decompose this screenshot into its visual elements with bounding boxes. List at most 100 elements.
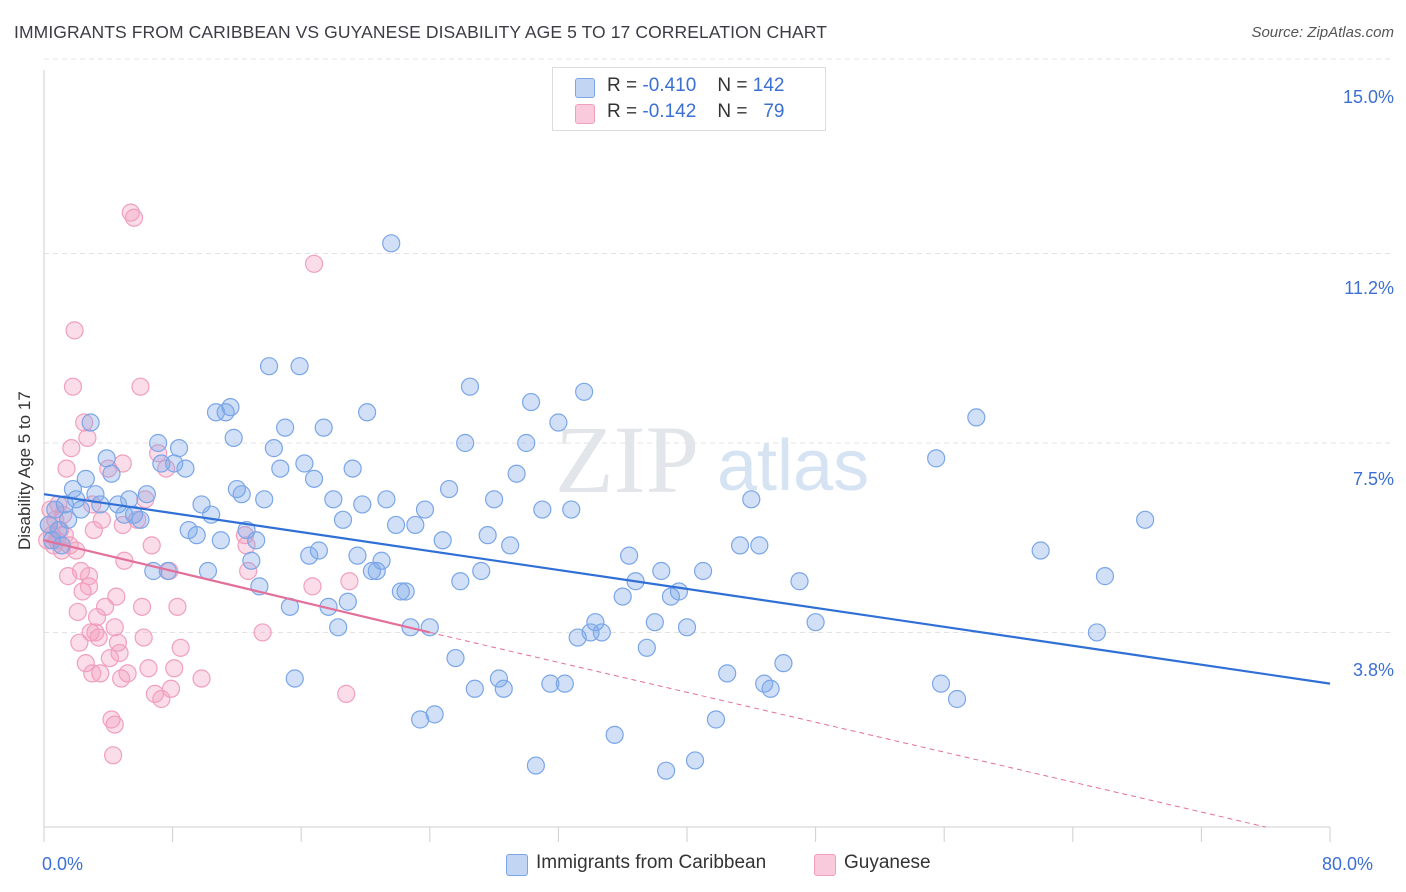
data-point bbox=[176, 459, 195, 478]
data-point bbox=[309, 541, 328, 560]
data-point bbox=[227, 479, 246, 499]
data-point bbox=[526, 756, 545, 775]
data-point bbox=[485, 490, 504, 509]
y-tick-label: 11.2% bbox=[1344, 278, 1394, 298]
data-point bbox=[171, 638, 190, 657]
data-point bbox=[613, 587, 632, 606]
y-tick-label: 7.5% bbox=[1352, 469, 1394, 489]
data-point bbox=[68, 602, 87, 622]
trend-line-guyanese bbox=[43, 539, 431, 634]
data-point bbox=[76, 469, 95, 488]
data-point bbox=[657, 761, 676, 780]
data-point bbox=[42, 531, 62, 550]
data-point bbox=[232, 485, 251, 504]
data-point bbox=[165, 659, 184, 678]
data-point bbox=[95, 597, 115, 616]
data-point bbox=[1087, 623, 1107, 642]
data-point bbox=[645, 613, 664, 632]
data-point bbox=[406, 515, 425, 535]
data-point bbox=[211, 531, 230, 550]
data-point bbox=[107, 587, 126, 606]
data-point bbox=[75, 413, 94, 432]
watermark: ZIP atlas bbox=[555, 406, 869, 513]
data-point bbox=[276, 418, 295, 437]
data-point bbox=[947, 689, 967, 709]
data-point bbox=[187, 526, 206, 545]
data-point bbox=[1095, 567, 1115, 586]
caribbean-points bbox=[39, 234, 1155, 780]
data-point bbox=[110, 643, 129, 663]
data-point bbox=[730, 536, 750, 555]
data-point bbox=[259, 357, 279, 376]
data-point bbox=[300, 546, 319, 565]
data-point bbox=[353, 495, 372, 514]
data-point bbox=[333, 510, 353, 529]
data-point bbox=[239, 561, 258, 581]
data-point bbox=[806, 613, 825, 632]
n-value: 142 bbox=[752, 75, 785, 96]
data-point bbox=[102, 710, 121, 729]
data-point bbox=[105, 618, 124, 637]
n-label: N = bbox=[717, 75, 748, 96]
data-point bbox=[149, 433, 168, 453]
data-point bbox=[264, 439, 283, 458]
x-tick-label-max: 80.0% bbox=[1322, 854, 1374, 874]
data-point bbox=[742, 490, 761, 509]
data-point bbox=[131, 510, 150, 529]
data-point bbox=[86, 623, 105, 642]
data-point bbox=[295, 454, 314, 473]
data-point bbox=[79, 567, 99, 586]
data-point bbox=[472, 561, 491, 581]
data-point bbox=[774, 654, 793, 673]
y-tick-label: 3.8% bbox=[1352, 660, 1394, 680]
data-point bbox=[324, 490, 343, 509]
data-point bbox=[501, 536, 520, 555]
data-point bbox=[89, 628, 108, 647]
data-point bbox=[105, 715, 124, 734]
data-point bbox=[433, 531, 452, 550]
data-point bbox=[118, 664, 137, 683]
trend-line-guyanese-extension bbox=[429, 631, 1266, 828]
watermark-atlas: atlas bbox=[717, 426, 869, 506]
data-point bbox=[605, 725, 624, 744]
data-point bbox=[247, 531, 266, 550]
data-point bbox=[92, 510, 111, 529]
data-point bbox=[343, 459, 362, 478]
data-point bbox=[290, 357, 309, 376]
data-point bbox=[489, 669, 509, 688]
n-label: N = bbox=[717, 101, 748, 122]
data-point bbox=[139, 659, 158, 678]
data-point bbox=[533, 500, 552, 519]
data-point bbox=[329, 618, 348, 637]
data-point bbox=[372, 551, 391, 570]
data-point bbox=[562, 500, 581, 519]
data-point bbox=[439, 479, 459, 499]
data-point bbox=[97, 449, 116, 468]
data-point bbox=[79, 577, 99, 596]
data-point bbox=[494, 679, 513, 698]
data-point bbox=[521, 392, 541, 412]
legend-swatch-guyanese bbox=[575, 104, 595, 124]
data-point bbox=[152, 454, 171, 473]
data-point bbox=[478, 526, 497, 545]
data-point bbox=[78, 428, 97, 447]
data-point bbox=[57, 459, 76, 478]
data-point bbox=[216, 403, 235, 422]
data-point bbox=[338, 592, 357, 611]
data-point bbox=[137, 485, 156, 504]
data-point bbox=[790, 572, 809, 591]
data-point bbox=[750, 536, 769, 555]
data-point bbox=[255, 490, 274, 509]
data-point bbox=[420, 618, 439, 637]
data-point bbox=[669, 582, 689, 601]
data-point bbox=[1136, 510, 1155, 529]
data-point bbox=[59, 510, 78, 529]
bottom-legend-swatch-guyanese bbox=[814, 854, 836, 876]
data-point bbox=[927, 449, 946, 468]
data-point bbox=[706, 710, 726, 729]
data-point bbox=[314, 418, 333, 437]
data-point bbox=[425, 705, 444, 724]
data-point bbox=[465, 679, 484, 698]
data-point bbox=[517, 433, 536, 453]
